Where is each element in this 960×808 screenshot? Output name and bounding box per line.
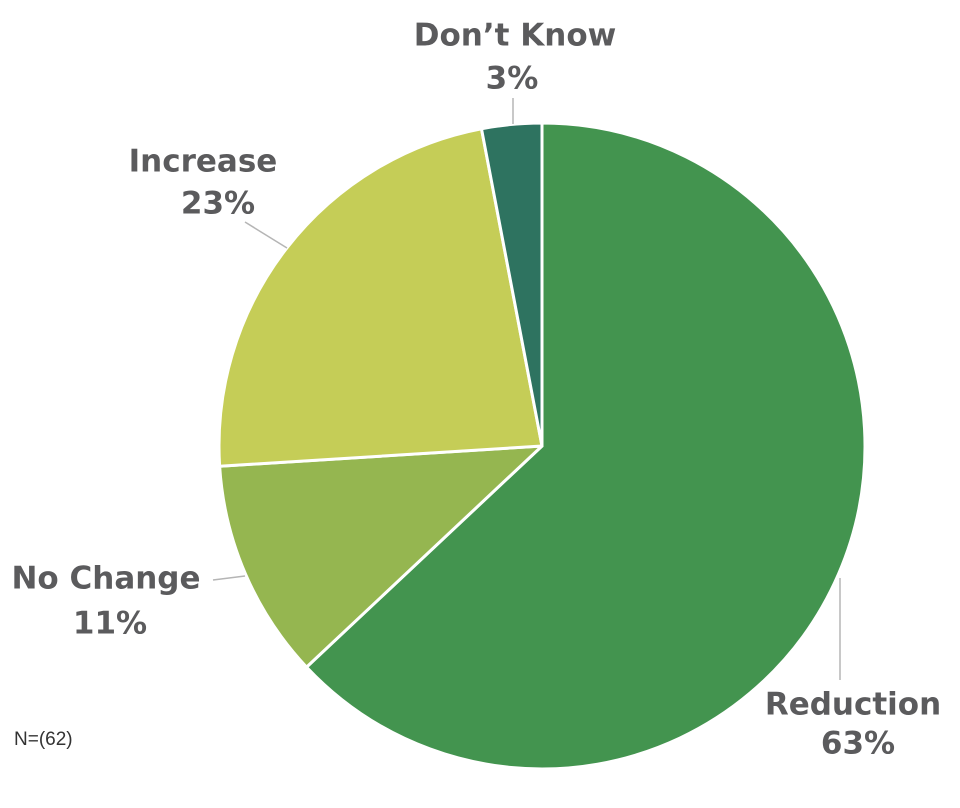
leader-line: [244, 221, 288, 249]
slice-label: No Change: [11, 561, 200, 597]
slice-label: Reduction: [765, 687, 941, 723]
slice-label: Don’t Know: [414, 18, 617, 54]
value-label: 3%: [486, 61, 539, 97]
pie-slice: [305, 121, 867, 771]
note: N=(62): [14, 729, 73, 750]
pie-slice: [218, 444, 544, 669]
value-label: 63%: [821, 726, 895, 762]
slice-label: Increase: [129, 144, 278, 180]
pie: [217, 121, 867, 771]
value-label: 11%: [73, 606, 147, 642]
leader-line: [212, 575, 246, 581]
value-label: 23%: [181, 186, 255, 222]
pie-slice: [479, 121, 544, 448]
